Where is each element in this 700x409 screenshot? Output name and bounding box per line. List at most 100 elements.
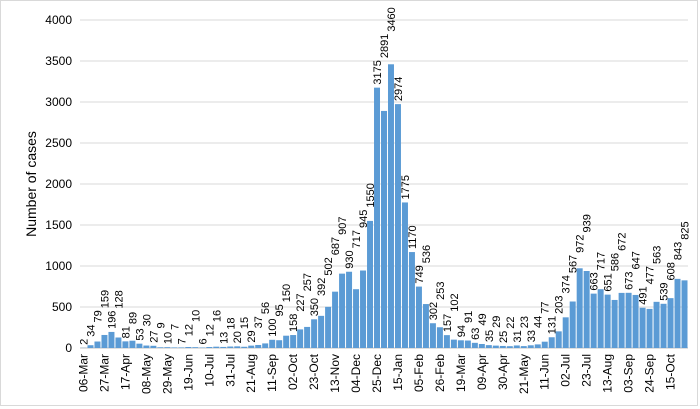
y-tick-label: 0	[65, 341, 72, 355]
data-label: 257	[302, 273, 314, 291]
bar	[283, 335, 290, 348]
data-label: 196	[106, 311, 118, 329]
bar	[422, 304, 429, 348]
data-label: 608	[666, 262, 678, 280]
data-label: 7	[176, 338, 188, 344]
y-tick-label: 4000	[45, 13, 72, 27]
x-tick-label: 19-Mar	[454, 354, 468, 392]
bar	[436, 327, 443, 348]
data-label: 945	[358, 210, 370, 228]
bar	[311, 319, 318, 348]
bar	[360, 270, 367, 348]
data-label: 3175	[372, 60, 384, 84]
x-axis-ticks: 06-Mar 27-Mar 17-Apr 08-May 29-May 19-Jun 10-J…	[76, 353, 677, 394]
bar	[597, 289, 604, 348]
x-tick-label: 08-May	[139, 354, 153, 394]
bar	[255, 344, 262, 348]
x-tick-label: 19-Jun	[181, 354, 195, 391]
data-label: 907	[337, 217, 349, 235]
bar	[604, 294, 611, 348]
bar	[401, 202, 408, 348]
bar	[227, 346, 234, 348]
data-label: 12	[183, 324, 195, 336]
x-tick-label: 03-Sep	[622, 354, 636, 393]
bar	[178, 347, 185, 348]
data-label: 37	[253, 316, 265, 328]
bar	[562, 317, 569, 348]
data-label: 49	[477, 313, 489, 325]
bar	[667, 298, 674, 348]
x-tick-label: 05-Feb	[412, 354, 426, 392]
data-label: 563	[652, 246, 664, 264]
bar	[276, 340, 283, 348]
y-axis-label: Number of cases	[23, 131, 39, 237]
x-tick-label: 04-Dec	[349, 354, 363, 393]
bar	[150, 345, 157, 348]
bar	[590, 293, 597, 348]
bar	[185, 347, 192, 348]
bar	[346, 271, 353, 348]
data-label: 6	[197, 338, 209, 344]
data-label: 10	[162, 332, 174, 344]
bar	[108, 331, 115, 348]
data-label: 3460	[386, 7, 398, 31]
bar	[171, 347, 178, 348]
bar	[297, 329, 304, 348]
bar	[471, 342, 478, 348]
data-label: 128	[113, 290, 125, 308]
data-label: 1550	[365, 183, 377, 207]
bar	[367, 220, 374, 348]
x-tick-label: 06-Mar	[76, 354, 90, 392]
data-label: 95	[274, 304, 286, 316]
bar	[122, 341, 129, 348]
bar	[555, 331, 562, 348]
bar	[639, 307, 646, 348]
data-label: 227	[295, 293, 307, 311]
data-label: 158	[288, 314, 300, 332]
data-label: 673	[624, 271, 636, 289]
data-label: 63	[470, 328, 482, 340]
bar	[548, 337, 555, 348]
bar	[353, 289, 360, 348]
data-label: 150	[281, 284, 293, 302]
data-label: 717	[596, 252, 608, 270]
y-tick-label: 1500	[45, 218, 72, 232]
bar	[611, 299, 618, 348]
data-label: 22	[505, 316, 517, 328]
data-label: 567	[568, 255, 580, 273]
data-label: 843	[673, 242, 685, 260]
data-label: 972	[575, 234, 587, 252]
bar	[101, 334, 108, 348]
bar	[374, 87, 381, 349]
bar	[464, 340, 471, 348]
data-label: 539	[659, 282, 671, 300]
data-label: 16	[211, 310, 223, 322]
x-tick-label: 30-Apr	[496, 354, 510, 390]
data-label: 81	[120, 326, 132, 338]
bar	[381, 110, 387, 348]
bar	[318, 315, 325, 348]
data-label: 77	[540, 302, 552, 314]
data-label: 939	[582, 214, 594, 232]
data-labels: 2347915919612881895330279107712106121613…	[78, 7, 691, 345]
x-tick-label: 21-Aug	[244, 354, 258, 393]
bar	[220, 346, 227, 348]
data-label: 7	[169, 324, 181, 330]
x-tick-label: 02-Oct	[286, 353, 300, 390]
data-label: 29	[491, 316, 503, 328]
data-label: 33	[526, 330, 538, 342]
data-label: 825	[680, 221, 692, 239]
bar	[164, 347, 171, 348]
bar	[394, 104, 401, 349]
bar	[569, 301, 576, 348]
bar	[269, 339, 276, 348]
bar	[485, 345, 492, 348]
bar	[576, 268, 583, 348]
data-label: 9	[155, 322, 167, 328]
data-label: 586	[610, 253, 622, 271]
data-label: 749	[414, 265, 426, 283]
data-label: 23	[519, 316, 531, 328]
data-label: 35	[484, 330, 496, 342]
data-label: 56	[260, 302, 272, 314]
data-label: 44	[533, 316, 545, 328]
